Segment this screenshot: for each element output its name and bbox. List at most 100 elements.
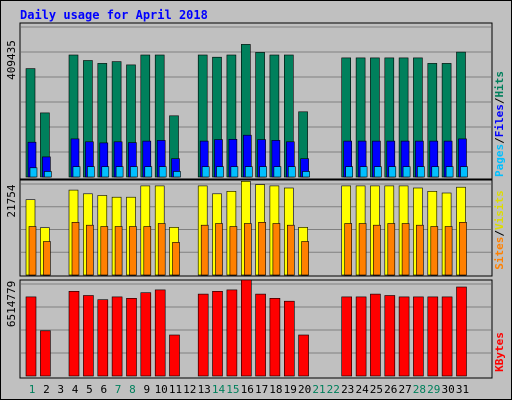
sites-bar-day-2-16	[244, 223, 252, 276]
pages-bar-day-3-27	[402, 166, 411, 178]
sites-bar-day-2-6	[100, 226, 109, 276]
day-label-12: 12	[183, 383, 196, 396]
kbytes-bar-day-1-16	[241, 279, 252, 377]
kbytes-bar-day-1-20	[298, 334, 309, 377]
kbytes-bar-day-1-7	[111, 296, 123, 377]
sites-bar-day-2-27	[401, 223, 410, 276]
pages-bar-day-3-13	[201, 166, 210, 178]
pages-bar-day-3-31	[460, 166, 468, 178]
pages-bar-day-3-9	[144, 166, 153, 178]
sites-bar-day-2-29	[430, 226, 439, 276]
pages-bar-day-3-29	[431, 166, 440, 178]
sites-bar-day-2-10	[157, 223, 166, 276]
kbytes-bar-day-1-28	[413, 296, 424, 377]
kbytes-bar-day-1-13	[197, 293, 209, 377]
pages-bar-day-3-25	[374, 166, 382, 178]
day-label-28: 28	[413, 383, 426, 396]
day-label-18: 18	[269, 383, 282, 396]
day-label-6: 6	[100, 383, 107, 396]
x-axis-day-labels: 1 2 3 4 5 6 7 8 9 10 11 12 13 14 15 16 17 18 19 20 21 22 23 24 2…	[29, 383, 469, 396]
day-label-7: 7	[115, 383, 122, 396]
pages-bar-day-3-28	[417, 166, 425, 178]
pages-bar-day-3-6	[101, 166, 110, 178]
hits-panel-legend: Pages/Files/Hits	[493, 71, 506, 177]
day-label-23: 23	[341, 383, 354, 396]
kbytes-bar-day-1-19	[283, 300, 295, 377]
kbytes-panel-ytick: 6514779	[5, 281, 18, 327]
sites-bar-day-2-19	[286, 224, 295, 276]
day-label-15: 15	[226, 383, 239, 396]
sites-bar-day-2-14	[215, 223, 223, 276]
pages-bar-day-3-16	[245, 166, 253, 178]
kbytes-bar-day-1-5	[83, 295, 94, 377]
pages-bar-day-3-26	[388, 166, 397, 178]
sites-bar-day-2-18	[272, 223, 281, 276]
sites-bar-day-2-15	[229, 226, 238, 276]
sites-bar-day-2-1	[28, 226, 37, 276]
legend-separator: /	[493, 137, 506, 144]
kbytes-bar-day-1-31	[456, 286, 467, 377]
day-label-5: 5	[86, 383, 93, 396]
pages-bar-day-3-20	[302, 171, 310, 178]
legend-sites: Sites	[493, 237, 506, 270]
sites-bar-day-2-30	[444, 226, 453, 276]
kbytes-bar-day-1-11	[169, 334, 180, 377]
day-label-9: 9	[143, 383, 150, 396]
legend-kbytes: KBytes	[493, 332, 506, 372]
pages-bar-day-3-18	[273, 166, 282, 178]
day-label-8: 8	[129, 383, 136, 396]
kbytes-bar-day-1-6	[97, 299, 109, 377]
pages-bar-day-3-1	[29, 167, 38, 178]
day-label-19: 19	[284, 383, 297, 396]
pages-bar-day-3-15	[230, 166, 239, 178]
day-label-27: 27	[398, 383, 411, 396]
day-label-4: 4	[72, 383, 79, 396]
sites-bar-day-2-25	[373, 224, 381, 276]
kbytes-bar-day-1-17	[255, 293, 266, 377]
pages-bar-day-3-24	[359, 166, 368, 178]
sites-bar-day-2-23	[344, 223, 353, 276]
day-label-11: 11	[169, 383, 182, 396]
day-label-2: 2	[43, 383, 50, 396]
day-label-31: 31	[456, 383, 469, 396]
pages-bar-day-3-10	[158, 166, 167, 178]
sites-bar-day-2-17	[258, 222, 266, 276]
day-label-24: 24	[355, 383, 369, 396]
day-label-30: 30	[441, 383, 454, 396]
kbytes-bar-day-1-8	[126, 297, 137, 377]
pages-bar-day-3-8	[130, 166, 138, 178]
hits-panel-ytick: 409435	[5, 40, 18, 80]
day-label-13: 13	[198, 383, 211, 396]
kbytes-bar-day-1-15	[226, 289, 238, 377]
pages-bar-day-3-19	[287, 166, 296, 178]
legend-files: Files	[493, 104, 506, 137]
day-label-14: 14	[212, 383, 226, 396]
sites-bar-day-2-26	[387, 223, 396, 276]
pages-bar-day-3-14	[216, 166, 224, 178]
sites-bar-day-2-13	[200, 224, 209, 276]
bars-layer	[25, 44, 468, 377]
sites-bar-day-2-11	[172, 242, 180, 276]
day-label-21: 21	[312, 383, 325, 396]
kbytes-bar-day-1-10	[154, 289, 166, 377]
kbytes-bar-day-1-29	[427, 296, 439, 377]
pages-bar-day-3-4	[72, 166, 81, 178]
visits-panel-legend: Sites/Visits	[493, 190, 506, 270]
day-label-22: 22	[327, 383, 340, 396]
pages-bar-day-3-30	[445, 166, 454, 178]
day-label-29: 29	[427, 383, 440, 396]
legend-visits: Visits	[493, 190, 506, 230]
visits-panel-ytick: 21754	[5, 184, 18, 217]
chart-title: Daily usage for April 2018	[20, 8, 208, 22]
day-label-26: 26	[384, 383, 397, 396]
kbytes-bar-day-1-23	[341, 296, 353, 377]
pages-bar-day-3-7	[115, 166, 124, 178]
day-label-16: 16	[241, 383, 254, 396]
kbytes-bar-day-1-27	[398, 296, 410, 377]
day-label-10: 10	[155, 383, 168, 396]
kbytes-bar-day-1-14	[212, 290, 223, 377]
kbytes-bar-day-1-18	[269, 297, 281, 377]
sites-bar-day-2-28	[416, 224, 424, 276]
sites-bar-day-2-8	[129, 226, 137, 276]
